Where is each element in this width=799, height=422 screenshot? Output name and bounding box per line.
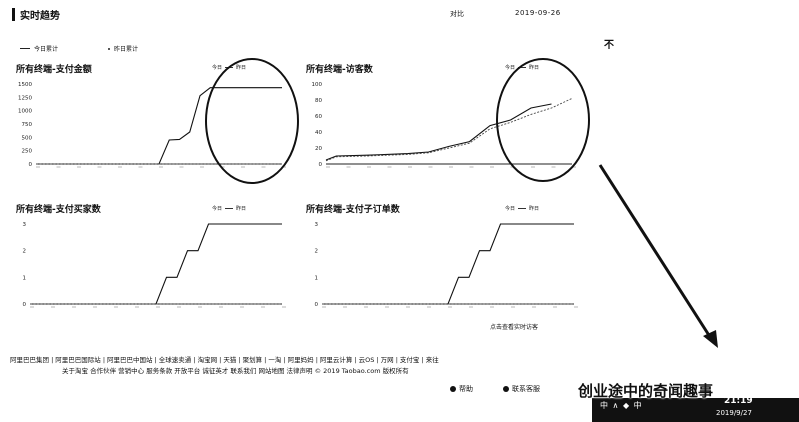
y-tick-label: 20: [315, 146, 322, 152]
realtime-visitor-link[interactable]: 点击查看实时访客: [490, 324, 539, 331]
chart-2-legend-yesterday: 昨日: [529, 65, 540, 71]
annotation-arrow: [598, 164, 714, 341]
chart-2-title: 所有终端-访客数: [306, 65, 373, 75]
chart-4-legend-yesterday: 昨日: [529, 206, 540, 212]
y-tick-label: 2: [23, 249, 27, 255]
chart-4-legend: 今日 昨日: [505, 205, 539, 212]
chart-4-legend-today: 今日: [505, 206, 516, 212]
legend-dot-icon: [108, 47, 110, 50]
y-tick-label: 40: [315, 130, 322, 136]
y-tick-label: 0: [23, 302, 27, 308]
footer-link[interactable]: 阿里巴巴中国站 |: [107, 356, 157, 364]
series-line-today: [322, 223, 574, 305]
footer-link[interactable]: 阿里巴巴国际站 |: [55, 356, 106, 364]
footer-link[interactable]: 天猫 |: [223, 356, 241, 364]
series-line-today: [36, 87, 282, 165]
taskbar-date[interactable]: 2019/9/27: [716, 409, 752, 417]
footer-link[interactable]: 阿里巴巴集团 |: [10, 356, 54, 364]
footer-link[interactable]: 全球速卖通 |: [158, 356, 196, 364]
header-accent-bar: [12, 8, 15, 21]
y-tick-label: 3: [315, 222, 319, 228]
y-tick-label: 80: [315, 98, 322, 104]
chart-3-legend: 今日 昨日: [212, 205, 246, 212]
chart-4-plot: 3 2 1 0: [315, 222, 578, 308]
help-icon: [450, 386, 456, 392]
chart-4-title: 所有终端-支付子订单数: [306, 205, 400, 215]
footer-link[interactable]: 云OS |: [358, 356, 379, 364]
y-tick-label: 1: [23, 275, 27, 281]
legend-today-label: 今日累计: [34, 46, 59, 53]
footer-links: 阿里巴巴集团 | 阿里巴巴国际站 | 阿里巴巴中国站 | 全球速卖通 | 淘宝网 | 天猫…: [10, 354, 441, 364]
legend-line-icon: [518, 208, 527, 209]
chart-2-plot: 100 80 60 40 20 0: [312, 82, 576, 168]
taskbar: [592, 398, 799, 422]
y-tick-label: 0: [315, 302, 319, 308]
footer-link[interactable]: 支付宝 |: [399, 356, 424, 364]
highlight-circle-1: [205, 58, 299, 184]
y-tick-label: 100: [312, 82, 323, 88]
footer-link[interactable]: 来往: [425, 356, 439, 364]
customer-service-button[interactable]: 联系客服: [503, 384, 540, 394]
series-line-yesterday: [325, 97, 573, 162]
chart-3-legend-today: 今日: [212, 206, 223, 212]
date-picker[interactable]: 2019-09-26: [515, 9, 561, 17]
chart-3-plot: 3 2 1 0: [23, 222, 286, 308]
footer-copyright: 关于淘宝 合作伙伴 营销中心 服务条款 开放平台 诚征英才 联系我们 网站地图 …: [62, 367, 409, 375]
series-line-today: [325, 103, 552, 161]
y-tick-label: 1000: [18, 109, 32, 115]
chart-1-legend-yesterday: 昨日: [236, 65, 247, 71]
legend-today[interactable]: 今日累计: [20, 44, 58, 53]
y-tick-label: 1: [315, 275, 319, 281]
footer-link[interactable]: 万网 |: [380, 356, 398, 364]
customer-service-label: 联系客服: [512, 385, 540, 393]
help-button[interactable]: 帮助: [450, 384, 473, 394]
taskbar-clock[interactable]: 21:19: [724, 396, 753, 406]
chart-1-plot: 1500 1250 1000 750 500 250 0: [18, 82, 286, 168]
page-title: 实时趋势: [20, 11, 60, 22]
footer-link[interactable]: 阿里妈妈 |: [287, 356, 318, 364]
legend-line-icon: [225, 208, 234, 209]
legend-line-icon: [20, 48, 30, 49]
legend-line-icon: [518, 67, 527, 68]
y-tick-label: 500: [22, 135, 33, 141]
footer-link[interactable]: 阿里云计算 |: [319, 356, 357, 364]
legend-yesterday-label: 昨日累计: [114, 46, 139, 53]
y-tick-label: 250: [22, 149, 33, 155]
chart-2-legend: 今日 昨日: [505, 64, 539, 71]
y-tick-label: 60: [315, 114, 322, 120]
highlight-circle-2: [496, 58, 590, 182]
chart-2-legend-today: 今日: [505, 65, 516, 71]
y-tick-label: 1500: [18, 82, 32, 88]
footer-link[interactable]: 淘宝网 |: [197, 356, 222, 364]
chart-1-title: 所有终端-支付金额: [16, 65, 92, 75]
y-tick-label: 0: [319, 162, 323, 168]
chart-3-legend-yesterday: 昨日: [236, 206, 247, 212]
y-tick-label: 2: [315, 249, 319, 255]
watermark: 创业途中的奇闻趣事: [578, 382, 714, 400]
chart-1-legend-today: 今日: [212, 65, 223, 71]
series-line-today: [30, 223, 282, 305]
taskbar-tray[interactable]: 中 ∧ ◆ 中: [600, 401, 643, 410]
service-icon: [503, 386, 509, 392]
y-tick-label: 0: [29, 162, 33, 168]
legend-yesterday[interactable]: 昨日累计: [108, 44, 138, 53]
help-label: 帮助: [459, 385, 473, 393]
y-tick-label: 3: [23, 222, 27, 228]
chart-3-title: 所有终端-支付买家数: [16, 205, 101, 215]
cut-off-text: 不: [604, 40, 614, 51]
footer-link[interactable]: 一淘 |: [268, 356, 286, 364]
compare-label[interactable]: 对比: [450, 10, 464, 18]
y-tick-label: 1250: [18, 95, 32, 101]
footer-link[interactable]: 聚划算 |: [242, 356, 267, 364]
arrow-head: [703, 330, 718, 348]
y-tick-label: 750: [22, 122, 33, 128]
